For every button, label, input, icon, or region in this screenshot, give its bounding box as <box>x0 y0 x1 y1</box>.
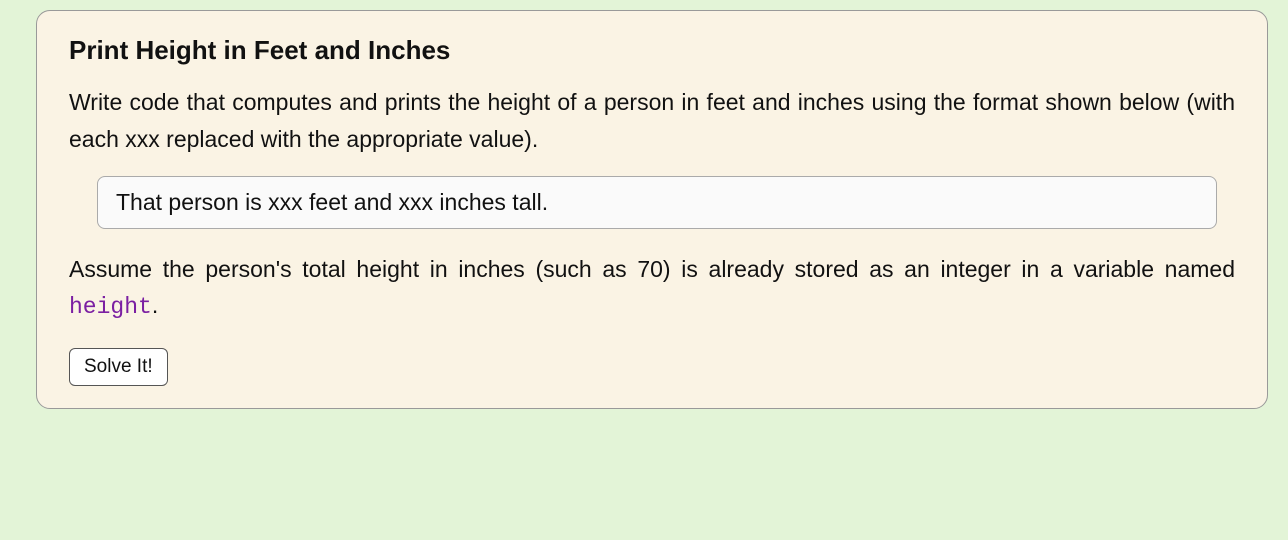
example-output-box: That person is xxx feet and xxx inches t… <box>97 176 1217 229</box>
exercise-description: Write code that computes and prints the … <box>69 84 1235 158</box>
exercise-assumption: Assume the person's total height in inch… <box>69 251 1235 327</box>
exercise-card: Print Height in Feet and Inches Write co… <box>36 10 1268 409</box>
variable-name-code: height <box>69 294 152 320</box>
assumption-text-pre: Assume the person's total height in inch… <box>69 256 1235 282</box>
assumption-text-post: . <box>152 292 158 318</box>
solve-it-button[interactable]: Solve It! <box>69 348 168 386</box>
exercise-title: Print Height in Feet and Inches <box>69 35 1235 66</box>
